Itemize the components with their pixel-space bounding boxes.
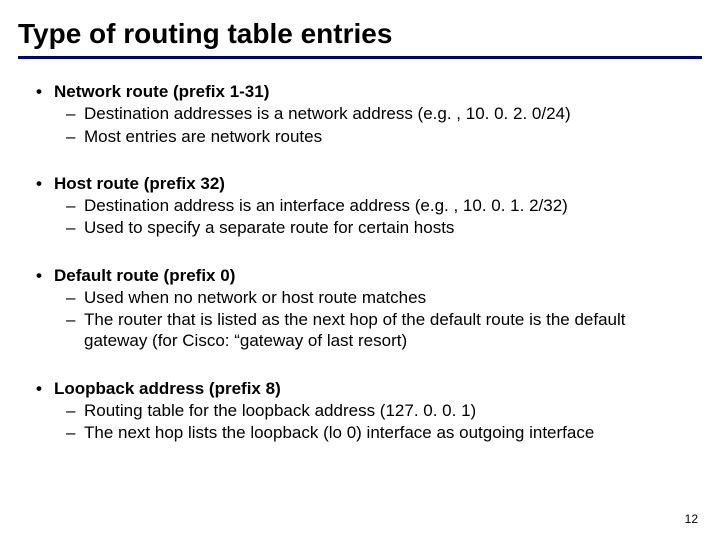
slide-title: Type of routing table entries [18, 18, 702, 50]
bullet-heading: Network route (prefix 1-31) [36, 81, 692, 102]
bullet-sub: The router that is listed as the next ho… [36, 309, 692, 352]
bullet-sub: Most entries are network routes [36, 126, 692, 147]
bullet-sub: Destination address is an interface addr… [36, 195, 692, 216]
bullet-sub: Routing table for the loopback address (… [36, 400, 692, 421]
page-number: 12 [685, 512, 698, 526]
bullet-sub: Used to specify a separate route for cer… [36, 217, 692, 238]
bullet-group: Network route (prefix 1-31) Destination … [36, 81, 692, 147]
bullet-sub: Used when no network or host route match… [36, 287, 692, 308]
bullet-sub: Destination addresses is a network addre… [36, 103, 692, 124]
bullet-group: Host route (prefix 32) Destination addre… [36, 173, 692, 239]
bullet-heading: Loopback address (prefix 8) [36, 378, 692, 399]
slide-content: Network route (prefix 1-31) Destination … [18, 81, 702, 443]
bullet-sub: The next hop lists the loopback (lo 0) i… [36, 422, 692, 443]
bullet-heading: Host route (prefix 32) [36, 173, 692, 194]
bullet-group: Default route (prefix 0) Used when no ne… [36, 265, 692, 352]
title-underline [18, 56, 702, 59]
bullet-heading: Default route (prefix 0) [36, 265, 692, 286]
bullet-group: Loopback address (prefix 8) Routing tabl… [36, 378, 692, 444]
slide: Type of routing table entries Network ro… [0, 0, 720, 540]
